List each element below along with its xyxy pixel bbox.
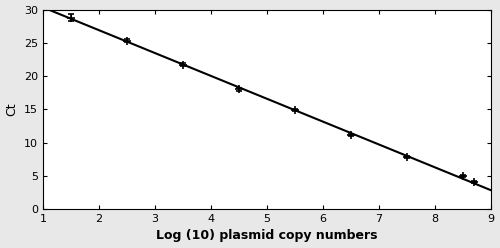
Y-axis label: Ct: Ct: [6, 102, 18, 116]
X-axis label: Log (10) plasmid copy numbers: Log (10) plasmid copy numbers: [156, 229, 378, 243]
